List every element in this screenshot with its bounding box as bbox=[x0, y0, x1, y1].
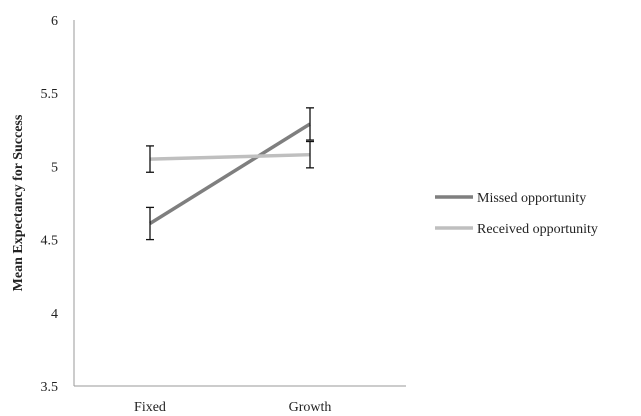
error-bar bbox=[306, 107, 314, 141]
x-tick-label: Growth bbox=[289, 400, 332, 415]
x-tick-labels: Fixed Growth bbox=[134, 400, 331, 415]
error-bar bbox=[306, 140, 314, 169]
y-tick-label: 4.5 bbox=[41, 234, 59, 249]
y-tick-label: 4 bbox=[51, 307, 58, 322]
error-bar bbox=[146, 145, 154, 173]
y-tick-label: 6 bbox=[51, 14, 58, 29]
series-line bbox=[149, 122, 311, 225]
series-1 bbox=[146, 107, 314, 241]
y-tick-label: 3.5 bbox=[41, 380, 59, 395]
series-line bbox=[149, 152, 311, 161]
legend: Missed opportunity Received opportunity bbox=[435, 191, 598, 237]
y-tick-label: 5 bbox=[51, 160, 58, 175]
legend-item: Missed opportunity bbox=[435, 191, 586, 206]
legend-item: Received opportunity bbox=[435, 222, 598, 237]
error-bar bbox=[146, 206, 154, 241]
legend-label: Missed opportunity bbox=[477, 191, 586, 206]
y-tick-labels: 3.5 4 4.5 5 5.5 6 bbox=[41, 14, 59, 395]
y-axis-title: Mean Expectancy for Success bbox=[11, 114, 26, 291]
y-tick-label: 5.5 bbox=[41, 87, 59, 102]
series-layer bbox=[146, 107, 314, 241]
legend-label: Received opportunity bbox=[477, 222, 598, 237]
x-tick-label: Fixed bbox=[134, 400, 166, 415]
series-2 bbox=[146, 140, 314, 173]
